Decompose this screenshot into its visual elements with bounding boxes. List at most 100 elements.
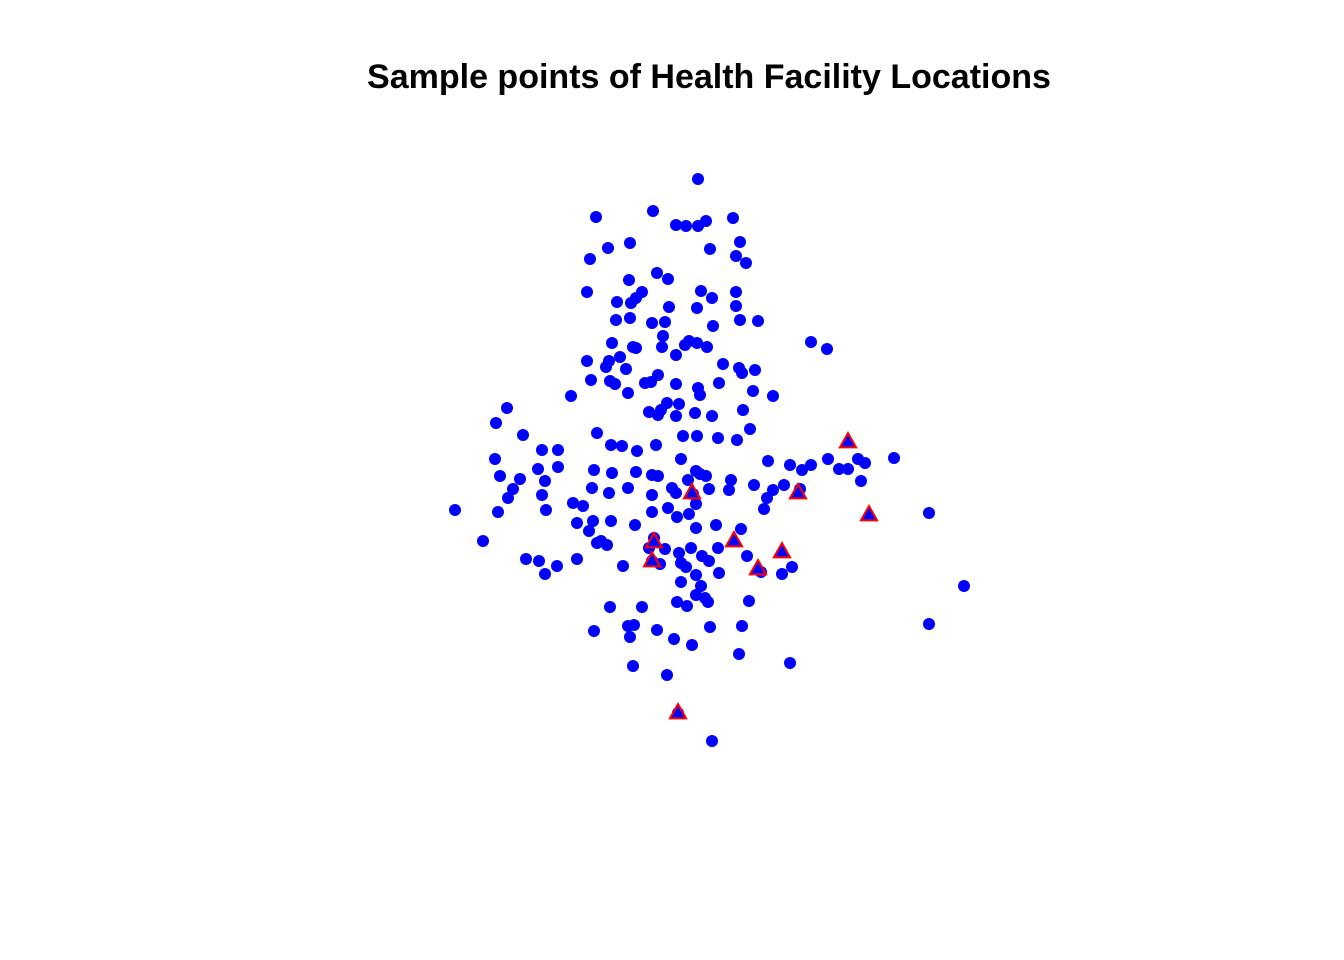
facility-point bbox=[584, 253, 596, 265]
sample-point bbox=[644, 530, 664, 549]
facility-point bbox=[690, 498, 702, 510]
facility-point bbox=[652, 470, 664, 482]
facility-point bbox=[680, 561, 692, 573]
facility-point bbox=[735, 523, 747, 535]
facility-point bbox=[567, 497, 579, 509]
facility-point bbox=[749, 364, 761, 376]
facility-point bbox=[616, 440, 628, 452]
facility-point bbox=[605, 515, 617, 527]
facility-point bbox=[670, 410, 682, 422]
facility-point bbox=[489, 453, 501, 465]
facility-point bbox=[702, 596, 714, 608]
facility-point bbox=[651, 267, 663, 279]
facility-point bbox=[730, 250, 742, 262]
facility-point bbox=[842, 463, 854, 475]
facility-point bbox=[805, 459, 817, 471]
facility-point bbox=[706, 410, 718, 422]
facility-point bbox=[501, 402, 513, 414]
sample-point bbox=[772, 540, 792, 559]
facility-point bbox=[577, 500, 589, 512]
facility-point bbox=[758, 503, 770, 515]
facility-point bbox=[685, 542, 697, 554]
facility-point bbox=[629, 519, 641, 531]
facility-point bbox=[706, 735, 718, 747]
facility-point bbox=[571, 517, 583, 529]
facility-point bbox=[767, 484, 779, 496]
facility-point bbox=[539, 568, 551, 580]
facility-point bbox=[682, 474, 694, 486]
facility-point bbox=[740, 257, 752, 269]
facility-point bbox=[855, 475, 867, 487]
facility-point bbox=[734, 236, 746, 248]
facility-point bbox=[706, 292, 718, 304]
facility-point bbox=[507, 483, 519, 495]
facility-point bbox=[736, 620, 748, 632]
facility-point bbox=[514, 473, 526, 485]
facility-point bbox=[822, 453, 834, 465]
facility-point bbox=[636, 286, 648, 298]
facility-point bbox=[624, 631, 636, 643]
sample-point bbox=[838, 430, 858, 449]
facility-point bbox=[552, 461, 564, 473]
facility-point bbox=[502, 492, 514, 504]
facility-point bbox=[477, 535, 489, 547]
facility-point bbox=[703, 555, 715, 567]
facility-point bbox=[656, 341, 668, 353]
facility-point bbox=[565, 390, 577, 402]
facility-point bbox=[663, 301, 675, 313]
facility-point bbox=[646, 317, 658, 329]
facility-point bbox=[690, 569, 702, 581]
facility-point bbox=[492, 506, 504, 518]
facility-point bbox=[540, 504, 552, 516]
facility-point bbox=[581, 286, 593, 298]
facility-point bbox=[646, 506, 658, 518]
facility-point bbox=[712, 432, 724, 444]
facility-point bbox=[533, 555, 545, 567]
facility-point bbox=[623, 274, 635, 286]
facility-point bbox=[662, 502, 674, 514]
facility-point bbox=[712, 542, 724, 554]
facility-point bbox=[707, 320, 719, 332]
facility-point bbox=[713, 377, 725, 389]
facility-point bbox=[536, 489, 548, 501]
facility-point bbox=[683, 508, 695, 520]
facility-point bbox=[748, 479, 760, 491]
sample-point bbox=[788, 481, 808, 500]
facility-point bbox=[571, 553, 583, 565]
facility-point bbox=[657, 330, 669, 342]
facility-point bbox=[796, 464, 808, 476]
facility-point bbox=[490, 417, 502, 429]
facility-point bbox=[743, 595, 755, 607]
facility-point bbox=[727, 212, 739, 224]
facility-point bbox=[737, 404, 749, 416]
facility-point bbox=[539, 475, 551, 487]
facility-point bbox=[659, 316, 671, 328]
facility-point bbox=[630, 342, 642, 354]
facility-point bbox=[609, 378, 621, 390]
facility-point bbox=[704, 243, 716, 255]
facility-point bbox=[686, 639, 698, 651]
facility-point bbox=[752, 315, 764, 327]
facility-point bbox=[670, 378, 682, 390]
facility-point bbox=[744, 423, 756, 435]
facility-point bbox=[620, 363, 632, 375]
facility-point bbox=[647, 205, 659, 217]
facility-point bbox=[710, 519, 722, 531]
facility-point bbox=[701, 341, 713, 353]
facility-point bbox=[651, 624, 663, 636]
facility-point bbox=[958, 580, 970, 592]
facility-point bbox=[517, 429, 529, 441]
facility-point bbox=[628, 619, 640, 631]
facility-point bbox=[730, 286, 742, 298]
facility-point bbox=[552, 444, 564, 456]
facility-point bbox=[600, 361, 612, 373]
facility-point bbox=[730, 300, 742, 312]
facility-point bbox=[614, 351, 626, 363]
facility-point bbox=[723, 484, 735, 496]
facility-point bbox=[586, 482, 598, 494]
facility-point bbox=[821, 343, 833, 355]
facility-point bbox=[786, 561, 798, 573]
facility-point bbox=[731, 434, 743, 446]
facility-point bbox=[494, 470, 506, 482]
